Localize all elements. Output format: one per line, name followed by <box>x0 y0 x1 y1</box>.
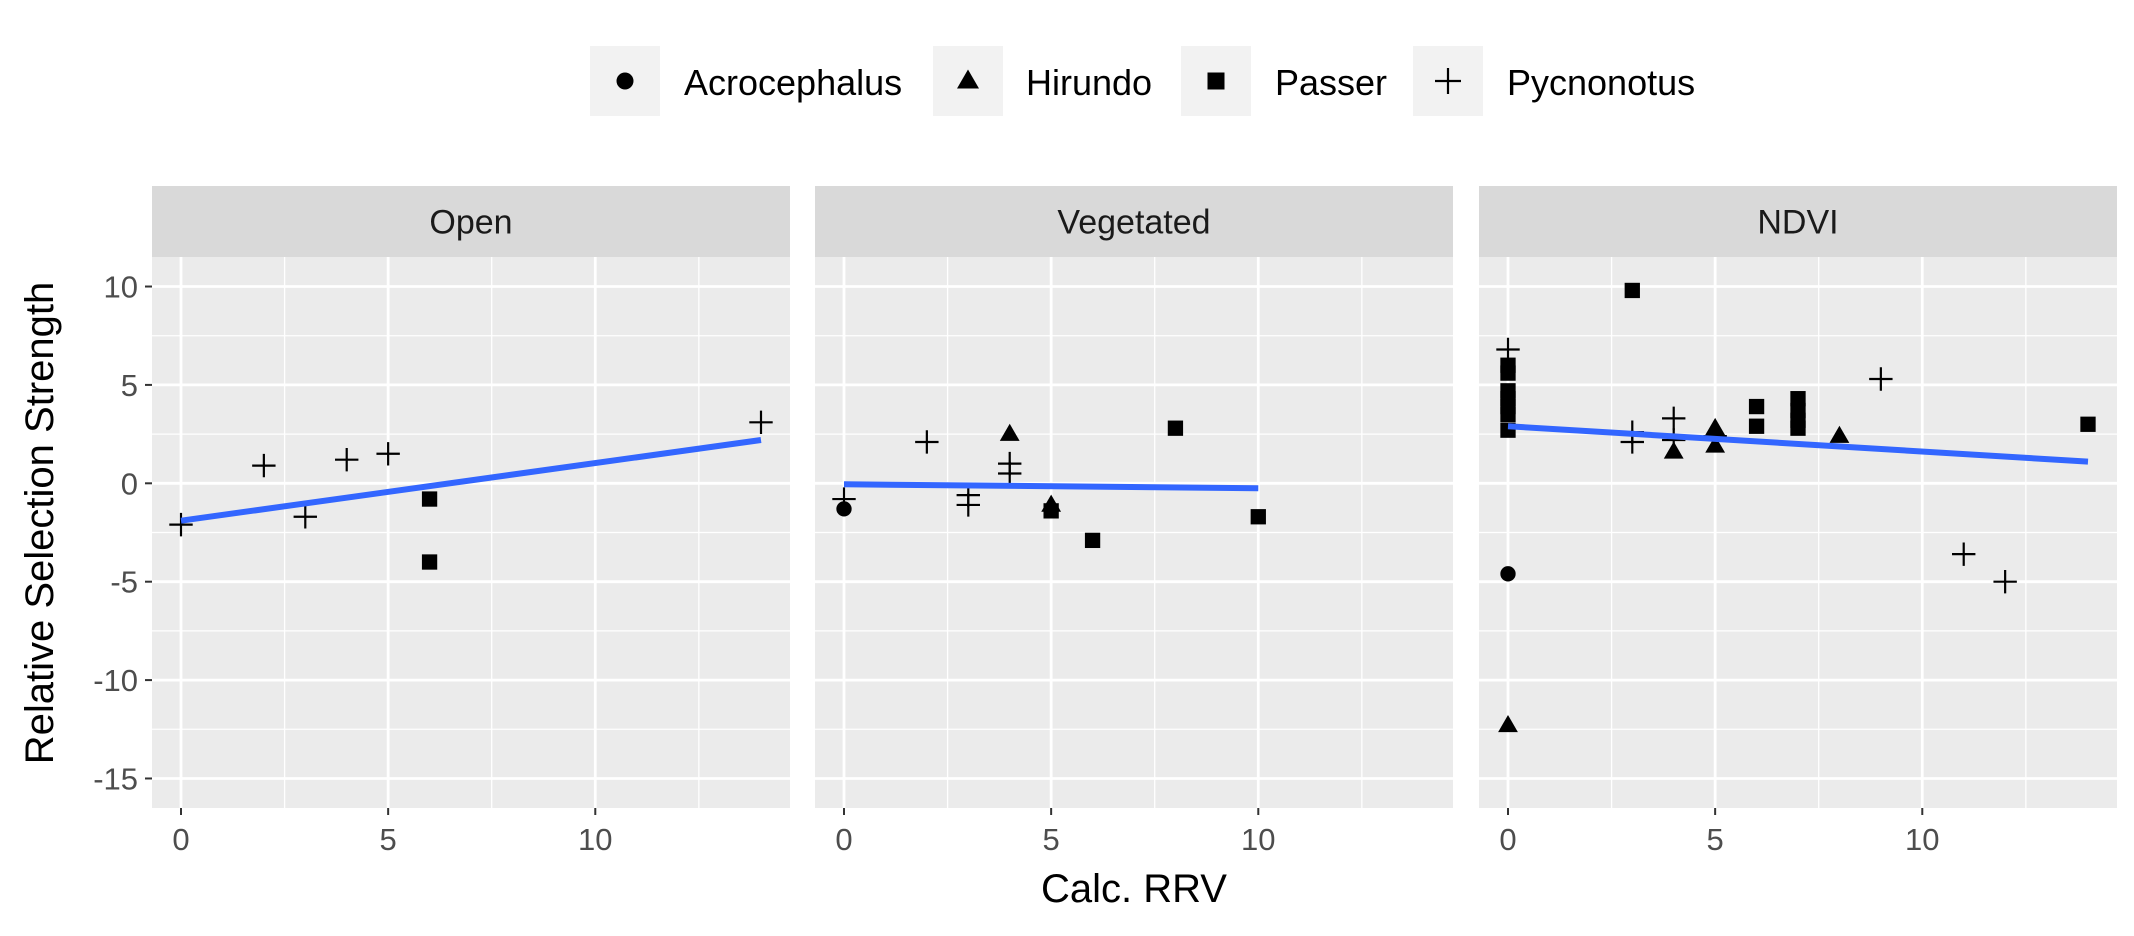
x-axis: 0 5 10 <box>835 808 1276 857</box>
x-axis: 0 5 10 <box>172 808 613 857</box>
point-hirundo <box>999 423 1020 441</box>
x-tick-label: 0 <box>835 822 852 857</box>
point-passer <box>1790 391 1806 407</box>
point-pycnonotus <box>252 453 276 478</box>
point-hirundo <box>1498 715 1518 733</box>
point-pycnonotus <box>956 493 980 517</box>
data-points <box>169 410 773 570</box>
data-points <box>832 420 1266 549</box>
x-tick-label: 5 <box>1707 822 1724 857</box>
y-tick-label: 10 <box>104 270 138 305</box>
facet-title: NDVI <box>1757 204 1838 242</box>
point-pycnonotus <box>1869 367 1893 391</box>
legend-label: Passer <box>1275 62 1387 103</box>
point-pycnonotus <box>832 487 856 511</box>
point-passer <box>1748 418 1765 434</box>
legend-symbol-triangle <box>957 69 979 89</box>
y-tick-label: -15 <box>93 761 138 796</box>
trend-line <box>843 481 1259 492</box>
legend-label: Pycnonotus <box>1507 62 1695 103</box>
y-tick-label: -5 <box>110 565 138 600</box>
gridlines <box>815 257 1453 808</box>
legend-item-pycnonotus: Pycnonotus <box>1413 46 1695 116</box>
point-pycnonotus <box>1662 428 1686 452</box>
facet-title: Open <box>429 204 512 242</box>
legend-item-passer: Passer <box>1181 46 1387 116</box>
panel-vegetated: Vegetated 0 5 10 <box>815 186 1453 857</box>
x-tick-label: 5 <box>1043 822 1060 857</box>
point-pycnonotus <box>169 512 193 537</box>
y-axis-title: Relative Selection Strength <box>18 282 62 765</box>
point-passer <box>1250 509 1266 525</box>
point-pycnonotus <box>376 442 400 466</box>
y-axis: 10 5 0 -5 -10 -15 <box>93 270 152 796</box>
y-tick-label: -10 <box>93 663 138 698</box>
gridlines <box>152 257 790 808</box>
point-passer <box>1748 398 1765 415</box>
x-tick-label: 10 <box>1241 822 1275 857</box>
point-pycnonotus <box>1496 337 1520 362</box>
legend-symbol-square <box>1207 72 1225 90</box>
point-passer <box>1167 420 1184 436</box>
x-tick-label: 10 <box>1905 822 1939 857</box>
legend-symbol-plus <box>1435 68 1461 94</box>
point-passer <box>421 491 438 507</box>
point-passer <box>2080 416 2096 432</box>
x-tick-label: 0 <box>172 822 189 857</box>
legend-symbol-circle <box>616 72 634 90</box>
point-hirundo <box>1829 425 1850 443</box>
point-passer <box>1624 282 1640 299</box>
y-tick-label: 5 <box>121 368 138 403</box>
legend-label: Hirundo <box>1026 62 1152 103</box>
point-passer <box>421 554 438 570</box>
x-tick-label: 0 <box>1499 822 1516 857</box>
point-acrocephalus <box>1500 566 1516 582</box>
legend-item-hirundo: Hirundo <box>933 46 1152 116</box>
facet-strip <box>152 186 790 257</box>
legend-item-acrocephalus: Acrocephalus <box>590 46 902 116</box>
facet-strip <box>1479 186 2117 257</box>
point-pycnonotus <box>998 461 1022 486</box>
legend-label: Acrocephalus <box>684 62 902 103</box>
point-hirundo <box>1705 435 1726 453</box>
point-pycnonotus <box>335 447 359 472</box>
point-passer <box>1500 406 1516 423</box>
x-axis-title: Calc. RRV <box>1041 867 1227 911</box>
x-tick-label: 5 <box>380 822 397 857</box>
panel-open: Open 0 5 10 10 5 0 -5 -10 -15 <box>93 186 790 857</box>
facet-strip <box>815 186 1453 257</box>
legend: Acrocephalus Hirundo Passer Pycnonotus <box>590 46 1695 116</box>
point-pycnonotus <box>293 505 317 529</box>
facet-title: Vegetated <box>1057 204 1210 242</box>
trend-line <box>1507 423 2089 465</box>
y-tick-label: 0 <box>121 466 138 501</box>
point-pycnonotus <box>1662 406 1686 431</box>
point-pycnonotus <box>749 410 773 434</box>
point-pycnonotus <box>1952 542 1976 566</box>
point-passer <box>1084 532 1101 549</box>
trend-line <box>180 437 762 524</box>
panel-ndvi: NDVI 0 5 10 <box>1479 186 2117 857</box>
point-passer <box>1043 503 1059 519</box>
data-points <box>1496 282 2096 733</box>
point-pycnonotus <box>1993 569 2017 594</box>
x-tick-label: 10 <box>578 822 612 857</box>
point-pycnonotus <box>915 430 939 454</box>
point-passer <box>1790 420 1806 436</box>
point-passer <box>1500 365 1516 381</box>
x-axis: 0 5 10 <box>1499 808 1940 857</box>
